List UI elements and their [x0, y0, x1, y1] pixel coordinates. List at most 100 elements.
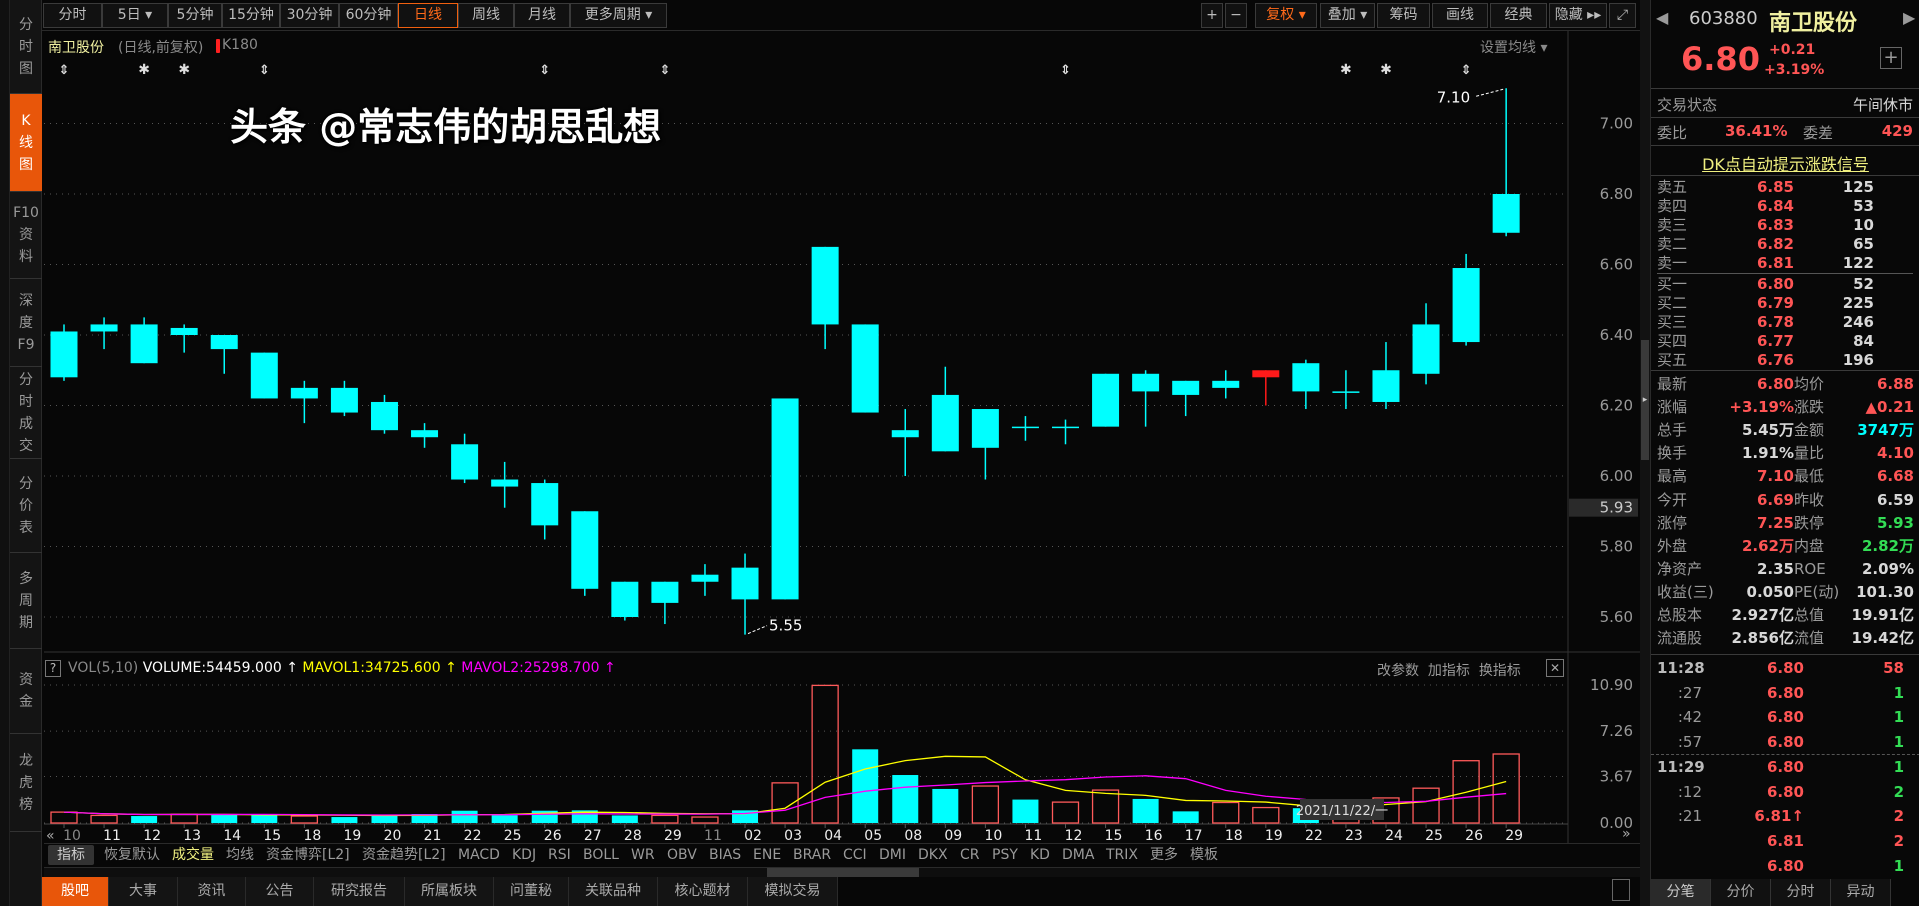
- indicator-tab[interactable]: BOLL: [583, 847, 619, 863]
- level-price: 6.79: [1756, 294, 1794, 312]
- indicator-tab[interactable]: 更多: [1150, 847, 1178, 863]
- classic-button[interactable]: 经典: [1490, 3, 1547, 28]
- ma-settings-dropdown[interactable]: 设置均线 ▾: [1480, 40, 1548, 56]
- period-tab[interactable]: 分时: [43, 3, 102, 28]
- panel-splitter[interactable]: ▸: [1640, 0, 1650, 906]
- period-tab[interactable]: 5分钟: [168, 3, 222, 28]
- stat-value: 7.10: [1756, 467, 1794, 486]
- date-label: 10: [984, 828, 1002, 844]
- nav-item[interactable]: 分 时 图: [10, 0, 42, 94]
- nav-item[interactable]: 分 时 成 交: [10, 367, 42, 459]
- period-tab[interactable]: 5日 ▾: [102, 3, 168, 28]
- date-label: 20: [384, 828, 402, 844]
- stat-value: 7.25: [1756, 513, 1794, 532]
- adjust-dropdown[interactable]: 复权 ▾: [1255, 3, 1317, 28]
- indicator-tab[interactable]: WR: [631, 847, 655, 863]
- indicator-tab[interactable]: CR: [960, 847, 980, 863]
- indicator-tab[interactable]: 资金趋势[L2]: [362, 847, 446, 863]
- bottom-tab[interactable]: 所属板块: [405, 877, 494, 906]
- next-stock-icon[interactable]: ▶: [1903, 8, 1916, 27]
- add-indicator-button[interactable]: 加指标: [1427, 663, 1470, 679]
- volume-bar: [611, 815, 638, 823]
- indicator-tab[interactable]: RSI: [548, 847, 571, 863]
- bottom-tab[interactable]: 核心题材: [658, 877, 748, 906]
- quote-tab[interactable]: 分价: [1711, 879, 1771, 906]
- quote-tab[interactable]: 异动: [1831, 879, 1891, 906]
- date-label: 12: [143, 828, 161, 844]
- nav-item[interactable]: 资 金: [10, 649, 42, 734]
- bottom-tab[interactable]: 模拟交易: [748, 877, 838, 906]
- zoom-out-button[interactable]: −: [1225, 3, 1247, 28]
- indicator-tab[interactable]: 均线: [226, 847, 254, 863]
- quote-tab[interactable]: 分笔: [1651, 879, 1711, 906]
- nav-item[interactable]: K 线 图: [10, 94, 42, 192]
- nav-item[interactable]: F10 资 料: [10, 192, 42, 279]
- indicator-tab[interactable]: TRIX: [1106, 847, 1138, 863]
- switch-indicator-button[interactable]: 换指标: [1478, 663, 1521, 679]
- tick-volume: 1: [1893, 757, 1904, 776]
- collapse-right-panel-icon[interactable]: ▸: [1641, 340, 1649, 460]
- indicator-tab[interactable]: 成交量: [172, 847, 214, 863]
- price-tick-label: 6.80: [1600, 185, 1633, 203]
- nav-item[interactable]: 多 周 期: [10, 553, 42, 649]
- indicator-tab[interactable]: BRAR: [793, 847, 832, 863]
- date-label: 15: [263, 828, 281, 844]
- indicator-tab[interactable]: KD: [1030, 847, 1050, 863]
- bottom-tab[interactable]: 公告: [246, 877, 314, 906]
- bottom-tab[interactable]: 问董秘: [494, 877, 569, 906]
- help-button[interactable]: ?: [45, 660, 61, 677]
- nav-item[interactable]: 龙 虎 榜: [10, 734, 42, 832]
- scrollbar-thumb[interactable]: [767, 868, 919, 877]
- period-tab[interactable]: 月线: [514, 3, 570, 28]
- indicator-tab[interactable]: ENE: [753, 847, 782, 863]
- horizontal-scrollbar[interactable]: [44, 867, 1640, 877]
- indicator-tab[interactable]: 模板: [1190, 847, 1218, 863]
- bottom-tab[interactable]: 研究报告: [314, 877, 405, 906]
- level-price: 6.81: [1756, 254, 1794, 272]
- edit-params-button[interactable]: 改参数: [1377, 663, 1419, 679]
- bottom-tab[interactable]: 大事: [109, 877, 178, 906]
- volume-bar: [50, 811, 78, 824]
- tick-price: 6.81↑: [1754, 807, 1804, 826]
- bottom-tab[interactable]: 资讯: [178, 877, 246, 906]
- indicator-tab[interactable]: DMI: [879, 847, 906, 863]
- popup-panel-icon[interactable]: [1612, 879, 1630, 901]
- add-watchlist-icon[interactable]: +: [1880, 47, 1902, 69]
- period-tab[interactable]: 周线: [458, 3, 514, 28]
- period-tab[interactable]: 更多周期 ▾: [570, 3, 667, 28]
- zoom-in-button[interactable]: +: [1201, 3, 1223, 28]
- hide-button[interactable]: 隐藏 ▸▸: [1549, 3, 1607, 28]
- indicator-tab[interactable]: CCI: [843, 847, 867, 863]
- nav-item[interactable]: 深 度 F9: [10, 279, 42, 367]
- bottom-tab[interactable]: 关联品种: [569, 877, 658, 906]
- indicator-tab[interactable]: OBV: [667, 847, 697, 863]
- period-tab[interactable]: 15分钟: [222, 3, 280, 28]
- indicator-label[interactable]: 指标: [48, 845, 94, 865]
- indicator-tab[interactable]: BIAS: [709, 847, 742, 863]
- draw-button[interactable]: 画线: [1432, 3, 1488, 28]
- close-indicator-icon[interactable]: ✕: [1546, 659, 1564, 677]
- period-tab[interactable]: 60分钟: [339, 3, 398, 28]
- indicator-tab[interactable]: MACD: [458, 847, 500, 863]
- indicator-tab[interactable]: DMA: [1062, 847, 1095, 863]
- tick-row: :21 6.81↑ 2: [1651, 807, 1919, 826]
- updown-signal-icon: ⇕: [259, 63, 270, 78]
- expand-icon[interactable]: ⤢: [1609, 3, 1636, 28]
- indicator-tab[interactable]: 资金博弈[L2]: [266, 847, 350, 863]
- dk-signal-link[interactable]: DK点自动提示涨跌信号: [1702, 155, 1869, 174]
- quote-tab[interactable]: 分时: [1771, 879, 1831, 906]
- chips-button[interactable]: 筹码: [1377, 3, 1430, 28]
- candle-body: [651, 581, 679, 603]
- period-tab[interactable]: 日线: [398, 3, 458, 28]
- overlay-dropdown[interactable]: 叠加 ▾: [1320, 3, 1375, 28]
- nav-item[interactable]: 分 价 表: [10, 459, 42, 553]
- tick-row: :42 6.80 1: [1651, 708, 1919, 727]
- indicator-tab[interactable]: 恢复默认: [104, 847, 160, 863]
- indicator-tab[interactable]: PSY: [992, 847, 1018, 863]
- prev-stock-icon[interactable]: ◀: [1656, 8, 1669, 27]
- period-tab[interactable]: 30分钟: [280, 3, 339, 28]
- bottom-tab[interactable]: 股吧: [42, 877, 109, 906]
- indicator-tab[interactable]: DKX: [918, 847, 948, 863]
- indicator-tab[interactable]: KDJ: [512, 847, 537, 863]
